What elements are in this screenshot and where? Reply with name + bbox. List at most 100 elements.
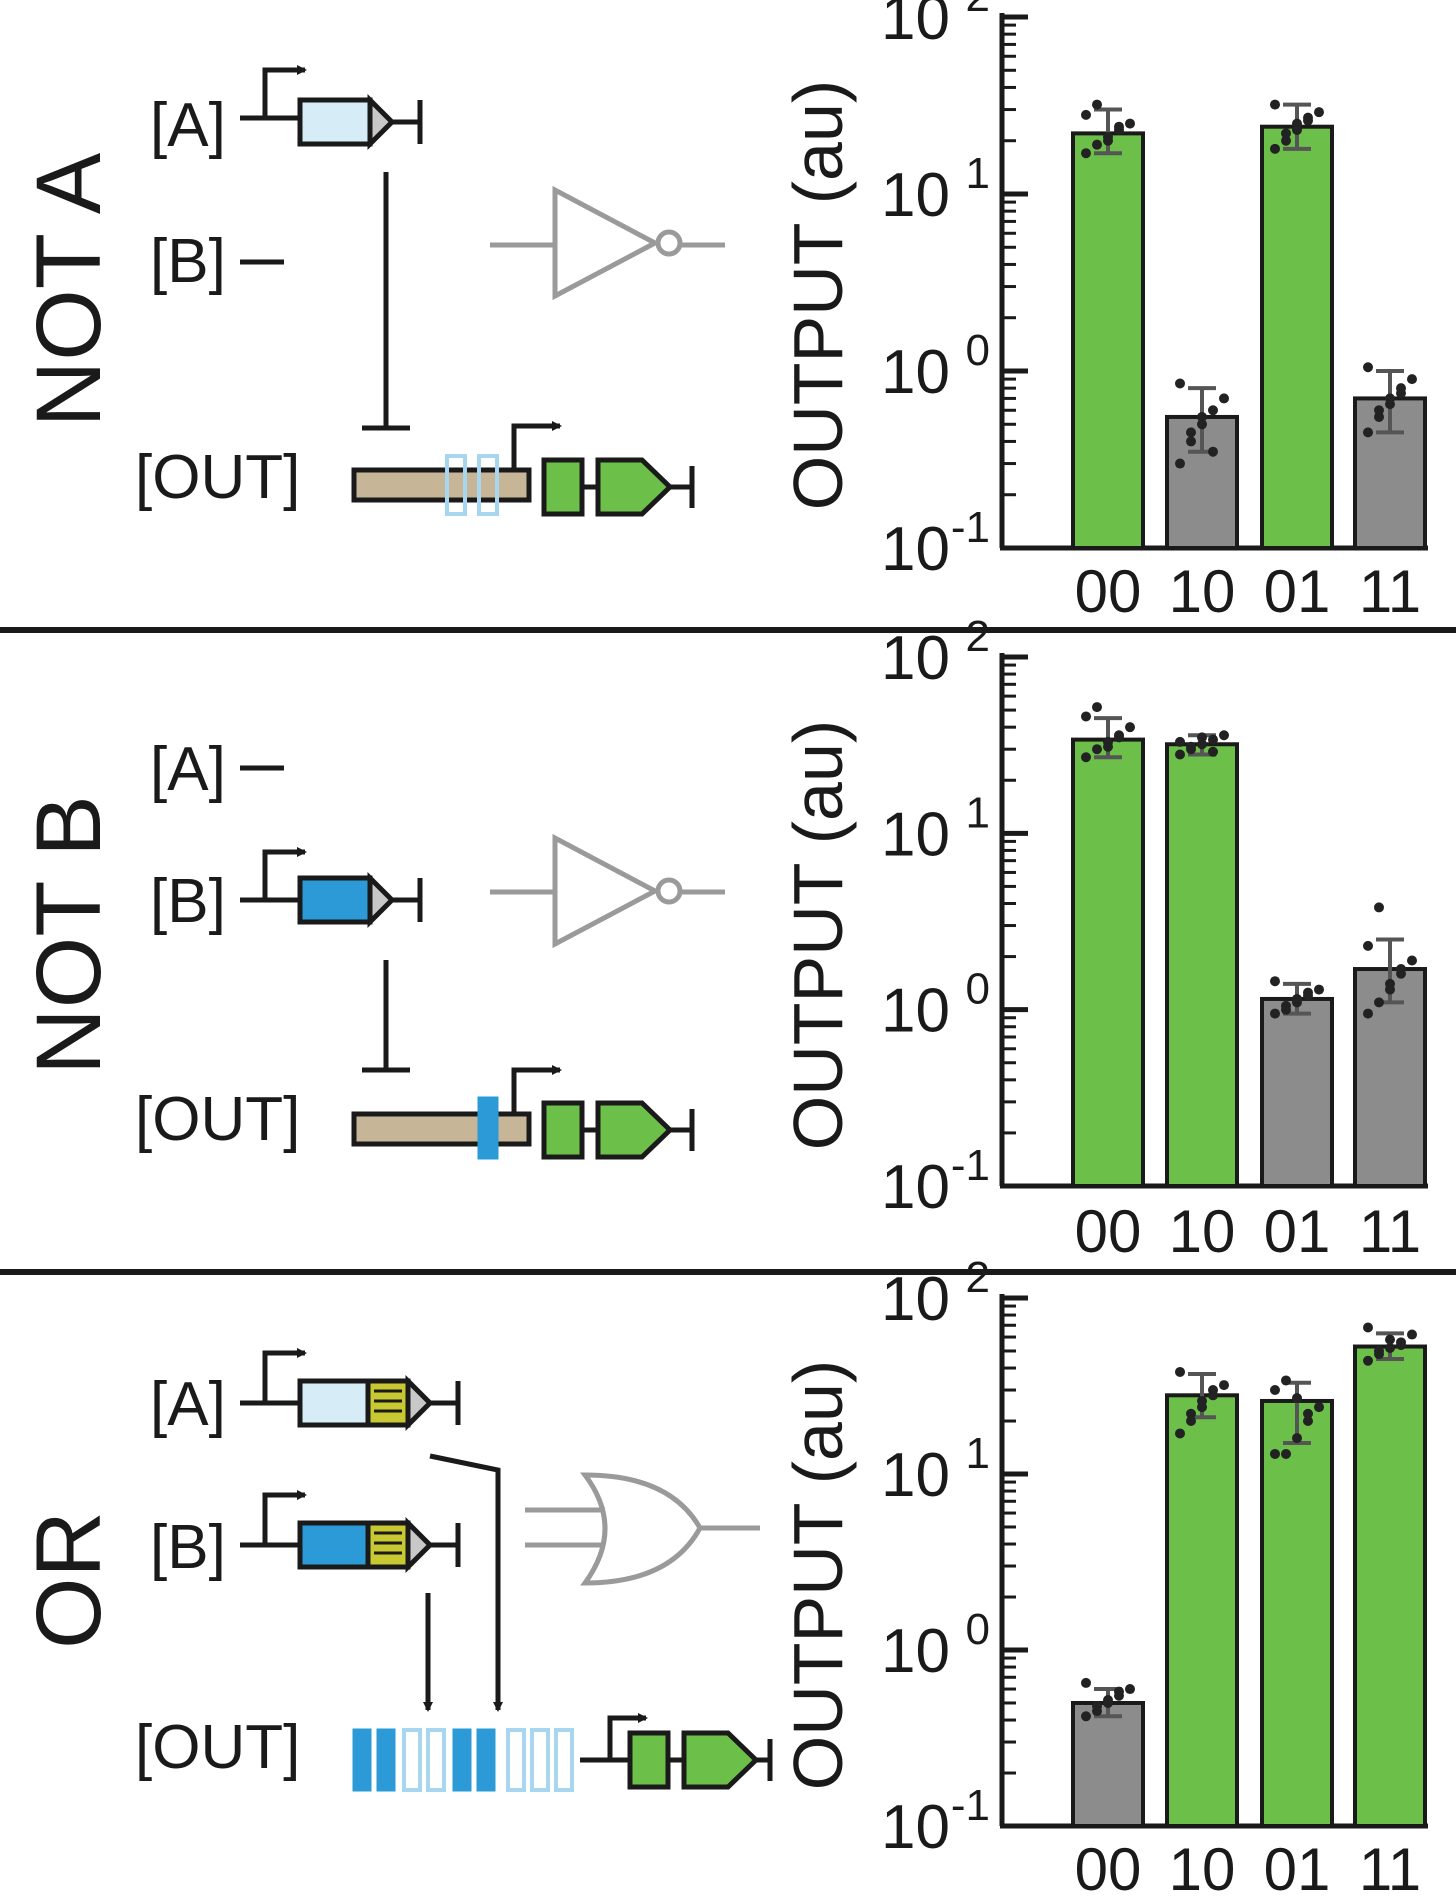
data-point [1281, 1000, 1291, 1011]
data-point [1092, 1701, 1102, 1712]
bar [1165, 742, 1239, 1188]
x-tick-label: 11 [1359, 1836, 1421, 1900]
data-point [1081, 1711, 1091, 1722]
data-point [1197, 732, 1207, 743]
data-point [1270, 1448, 1280, 1459]
data-point [1114, 1686, 1124, 1697]
data-point [1270, 99, 1280, 110]
data-point [1081, 752, 1091, 763]
data-point [1092, 139, 1102, 150]
y-tick-label: 10 [881, 977, 950, 1046]
y-tick-label: 10 [881, 515, 950, 584]
input-b-label: [B] [150, 1513, 226, 1582]
panel-not-a: NOT A [A] [B] [OUT] [18, 0, 1428, 625]
output-cassette [351, 421, 695, 517]
data-point [1114, 121, 1124, 132]
input-a-cassette [240, 65, 423, 151]
panel-title: NOT A [18, 152, 120, 427]
data-point [1081, 109, 1091, 120]
bar [1071, 131, 1145, 551]
data-point [1303, 112, 1313, 123]
data-point [1092, 744, 1102, 755]
output-label: [OUT] [135, 1085, 300, 1154]
output-label: [OUT] [135, 1713, 300, 1782]
data-point [1363, 1355, 1373, 1366]
data-point [1208, 746, 1218, 757]
y-tick-label: 10 [881, 624, 950, 693]
not-gate-symbol [490, 185, 725, 301]
bar [1071, 737, 1145, 1189]
data-point [1092, 702, 1102, 713]
data-point [1270, 1385, 1280, 1396]
data-point [1270, 143, 1280, 154]
y-tick-exponent: 1 [966, 1429, 990, 1478]
bar [1071, 1700, 1145, 1829]
data-point [1363, 1322, 1373, 1333]
data-point [1208, 734, 1218, 745]
data-point [1186, 436, 1196, 447]
input-a-label: [A] [150, 91, 226, 160]
data-point [1197, 739, 1207, 750]
data-point [1092, 99, 1102, 110]
data-point [1175, 736, 1185, 747]
data-point [1374, 405, 1384, 416]
or-gate-symbol [525, 1472, 760, 1586]
data-point [1125, 722, 1135, 733]
data-point [1208, 1385, 1218, 1396]
data-point [1303, 1416, 1313, 1427]
input-b-label: [B] [150, 227, 226, 296]
data-point [1125, 1684, 1135, 1695]
panel-title: NOT B [18, 795, 120, 1074]
data-point [1197, 1395, 1207, 1406]
data-point [1186, 427, 1196, 438]
bar [1260, 124, 1334, 551]
data-point [1374, 997, 1384, 1008]
output-label: [OUT] [135, 443, 300, 512]
data-point [1385, 978, 1395, 989]
data-point [1407, 374, 1417, 385]
data-point [1281, 128, 1291, 139]
data-point [1081, 711, 1091, 722]
data-point [1219, 393, 1229, 404]
y-tick-exponent: -1 [951, 1141, 990, 1190]
x-tick-label: 11 [1359, 1198, 1421, 1265]
data-point [1303, 1408, 1313, 1419]
data-point [1396, 964, 1406, 975]
y-tick-label: 10 [881, 1153, 950, 1222]
x-tick-label: 00 [1075, 1198, 1142, 1265]
y-tick-label: 10 [881, 161, 950, 230]
data-point [1314, 1402, 1324, 1413]
x-tick-label: 00 [1075, 558, 1142, 625]
output-cassette [350, 1713, 773, 1792]
data-point [1385, 1334, 1395, 1345]
x-tick-label: 10 [1169, 1836, 1236, 1900]
input-b-label: [B] [150, 867, 226, 936]
data-point [1175, 1428, 1185, 1439]
y-tick-label: 10 [881, 338, 950, 407]
data-point [1114, 732, 1124, 743]
data-point [1314, 984, 1324, 995]
data-point [1103, 135, 1113, 146]
y-tick-exponent: 1 [966, 788, 990, 837]
data-point [1208, 446, 1218, 457]
data-point [1407, 1329, 1417, 1340]
data-point [1363, 427, 1373, 438]
data-point [1219, 1380, 1229, 1391]
data-point [1103, 741, 1113, 752]
data-point [1175, 458, 1185, 469]
data-point [1281, 1448, 1291, 1459]
y-tick-exponent: 0 [966, 326, 990, 375]
data-point [1081, 148, 1091, 159]
data-point [1385, 1342, 1395, 1353]
data-point [1186, 1416, 1196, 1427]
data-point [1270, 1008, 1280, 1019]
y-tick-exponent: 0 [966, 1605, 990, 1654]
data-point [1175, 749, 1185, 760]
y-tick-label: 10 [881, 1617, 950, 1686]
input-b-cassette [240, 847, 423, 929]
x-tick-label: 00 [1075, 1836, 1142, 1900]
